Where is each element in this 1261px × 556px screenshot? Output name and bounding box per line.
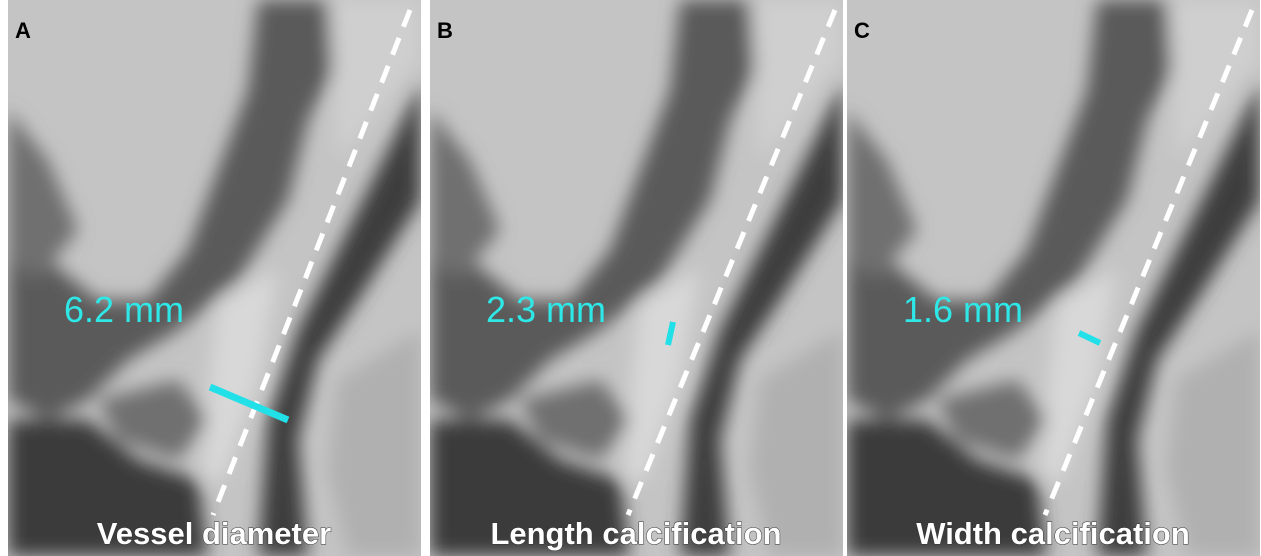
panel-caption: Width calcification xyxy=(916,516,1190,551)
panel: A 6.2 mm Vessel diameter xyxy=(8,0,421,556)
panels: A 6.2 mm Vessel diameter B 2.3 mm Length calc… xyxy=(8,0,1260,556)
figure: A 6.2 mm Vessel diameter B 2.3 mm Length calc… xyxy=(0,0,1261,556)
panel-letter: B xyxy=(437,18,453,43)
measurement-label: 1.6 mm xyxy=(903,289,1023,330)
measurement-label: 6.2 mm xyxy=(64,289,184,330)
ct-image xyxy=(8,0,421,556)
panel: B 2.3 mm Length calcification xyxy=(430,0,843,556)
panel-letter: C xyxy=(854,18,870,43)
ct-image xyxy=(847,0,1260,556)
panel: C 1.6 mm Width calcification xyxy=(847,0,1260,556)
panel-caption: Length calcification xyxy=(490,516,781,551)
panel-letter: A xyxy=(15,18,31,43)
ct-image xyxy=(430,0,843,556)
measurement-label: 2.3 mm xyxy=(486,289,606,330)
panel-caption: Vessel diameter xyxy=(97,516,331,551)
